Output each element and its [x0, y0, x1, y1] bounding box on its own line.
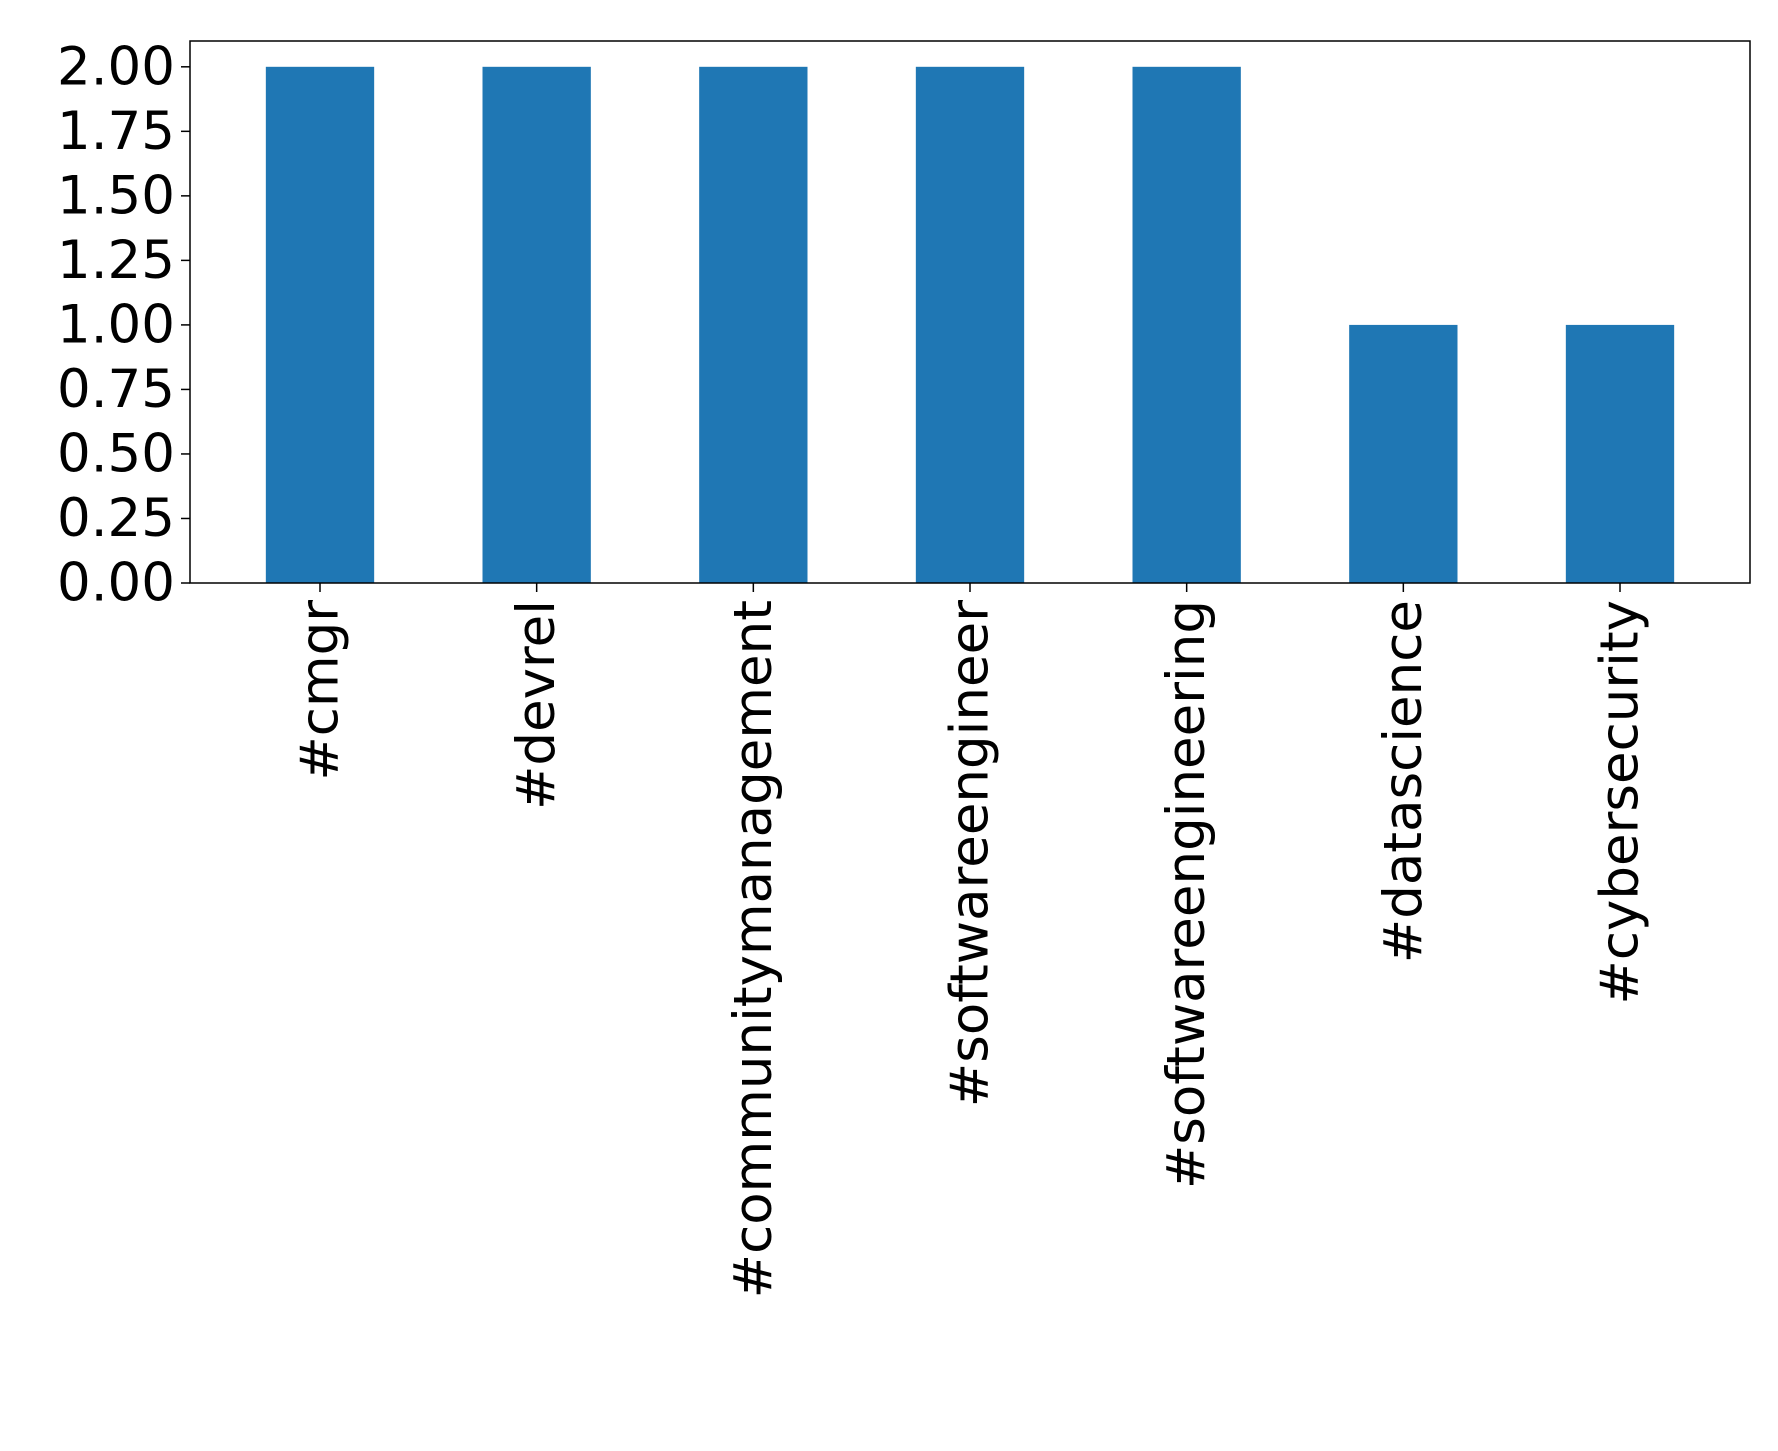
x-axis-ticks: #cmgr #devrel #communitymanagement #softwar… — [290, 583, 1651, 1298]
y-tick-label: 2.00 — [57, 36, 175, 97]
y-tick-label: 1.25 — [57, 230, 175, 291]
x-tick-label: #softwareengineer — [940, 600, 1001, 1107]
y-tick-label: 1.00 — [57, 294, 175, 355]
bar-datascience — [1349, 324, 1458, 583]
y-tick-label: 1.50 — [57, 165, 175, 226]
y-tick-label: 0.50 — [57, 423, 175, 484]
x-tick-label: #devrel — [506, 600, 567, 810]
y-tick-label: 1.75 — [57, 101, 175, 162]
y-tick-label: 0.25 — [57, 488, 175, 549]
bar-cybersecurity — [1565, 324, 1675, 583]
bar-softwareengineering — [1132, 66, 1241, 584]
bars-layer — [265, 66, 1675, 584]
x-tick-label: #softwareengineering — [1156, 600, 1217, 1189]
bar-cmgr — [265, 66, 375, 584]
bar-softwareengineer — [915, 66, 1025, 584]
x-tick-label: #datascience — [1373, 600, 1434, 963]
y-tick-label: 0.75 — [57, 359, 175, 420]
y-tick-label: 0.00 — [57, 553, 175, 614]
x-tick-label: #communitymanagement — [723, 600, 784, 1298]
x-tick-label: #cybersecurity — [1590, 600, 1651, 1005]
x-tick-label: #cmgr — [290, 600, 351, 781]
plot-frame — [189, 40, 1751, 584]
bar-communitymanagement — [699, 66, 808, 584]
y-axis-ticks: 0.000.250.500.751.001.251.501.752.00 — [57, 36, 190, 614]
bar-devrel — [482, 66, 591, 584]
